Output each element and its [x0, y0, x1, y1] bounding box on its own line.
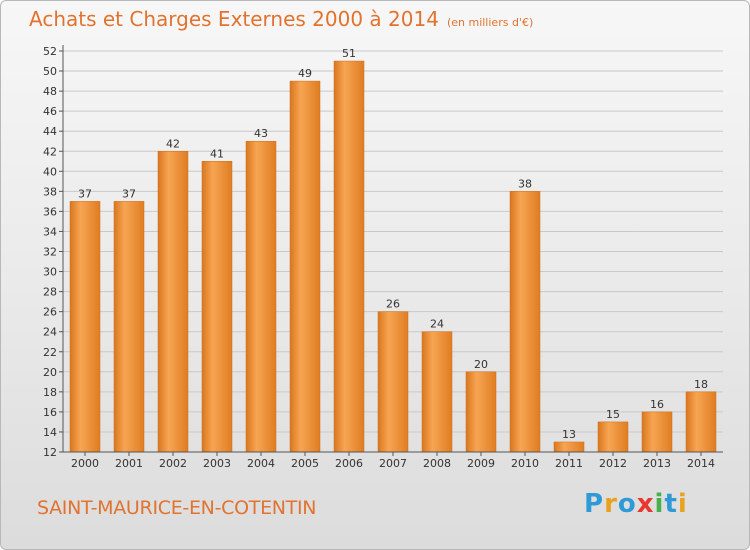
data-label: 49: [298, 67, 312, 80]
data-label: 38: [518, 177, 532, 190]
labels: 12 14 16 18 20 22 24 26 28 30 32 34 36 38 40 42 44 46 48 50…: [43, 45, 715, 470]
bar: [69, 201, 101, 453]
bars: [69, 60, 717, 453]
bar: [597, 421, 629, 453]
chart-title: Achats et Charges Externes 2000 à 2014 (e…: [29, 7, 533, 31]
x-tick-label: 2002: [159, 457, 187, 470]
data-label: 26: [386, 298, 400, 311]
proxiti-logo: Proxiti: [584, 489, 688, 519]
y-tick-label: 34: [43, 225, 57, 238]
y-tick-label: 48: [43, 85, 57, 98]
data-label: 24: [430, 318, 444, 331]
x-tick-label: 2005: [291, 457, 319, 470]
y-tick-label: 22: [43, 346, 57, 359]
bar: [113, 201, 145, 453]
logo-letter: r: [604, 489, 618, 519]
bar: [465, 371, 497, 453]
x-tick-label: 2009: [467, 457, 495, 470]
data-label: 13: [562, 428, 576, 441]
y-tick-label: 12: [43, 446, 57, 459]
bar: [157, 151, 189, 453]
bar: [509, 191, 541, 453]
bar: [245, 140, 277, 453]
bar: [333, 60, 365, 453]
y-tick-label: 20: [43, 366, 57, 379]
y-tick-label: 42: [43, 145, 57, 158]
data-label: 16: [650, 398, 664, 411]
data-label: 42: [166, 137, 180, 150]
y-tick-label: 52: [43, 45, 57, 58]
bar: [289, 80, 321, 453]
logo-letter: t: [664, 489, 678, 519]
data-label: 41: [210, 147, 224, 160]
x-tick-label: 2006: [335, 457, 363, 470]
bar: [421, 331, 453, 453]
x-tick-label: 2004: [247, 457, 275, 470]
logo-letter: x: [636, 489, 655, 519]
bar: [377, 311, 409, 453]
logo-letter: P: [584, 489, 605, 519]
x-tick-label: 2000: [71, 457, 99, 470]
logo-letter: i: [677, 489, 688, 519]
y-tick-label: 46: [43, 105, 57, 118]
data-label: 51: [342, 47, 356, 60]
y-tick-label: 38: [43, 185, 57, 198]
data-label: 37: [78, 187, 92, 200]
city-name: SAINT-MAURICE-EN-COTENTIN: [37, 497, 317, 519]
y-tick-label: 30: [43, 266, 57, 279]
axes: [59, 45, 723, 456]
logo-letter: o: [617, 489, 637, 519]
logo-letter: i: [654, 489, 665, 519]
y-tick-label: 44: [43, 125, 57, 138]
y-tick-label: 36: [43, 205, 57, 218]
x-tick-label: 2001: [115, 457, 143, 470]
y-tick-label: 28: [43, 286, 57, 299]
y-tick-label: 24: [43, 326, 57, 339]
x-tick-label: 2014: [687, 457, 715, 470]
x-tick-label: 2007: [379, 457, 407, 470]
data-label: 20: [474, 358, 488, 371]
data-label: 18: [694, 378, 708, 391]
bar: [685, 391, 717, 453]
y-tick-label: 32: [43, 246, 57, 259]
y-tick-label: 40: [43, 165, 57, 178]
data-label: 43: [254, 127, 268, 140]
x-tick-label: 2003: [203, 457, 231, 470]
x-tick-label: 2010: [511, 457, 539, 470]
y-tick-label: 18: [43, 386, 57, 399]
x-tick-label: 2008: [423, 457, 451, 470]
title-text: Achats et Charges Externes 2000 à 2014: [29, 7, 439, 31]
bar: [201, 161, 233, 453]
data-label: 15: [606, 408, 620, 421]
unit-label: (en milliers d'€): [446, 16, 534, 29]
y-tick-label: 14: [43, 426, 57, 439]
x-tick-label: 2011: [555, 457, 583, 470]
bar: [553, 441, 585, 453]
y-tick-label: 26: [43, 306, 57, 319]
data-label: 37: [122, 187, 136, 200]
x-tick-label: 2012: [599, 457, 627, 470]
y-tick-label: 50: [43, 65, 57, 78]
y-tick-label: 16: [43, 406, 57, 419]
x-tick-label: 2013: [643, 457, 671, 470]
bar: [641, 411, 673, 453]
